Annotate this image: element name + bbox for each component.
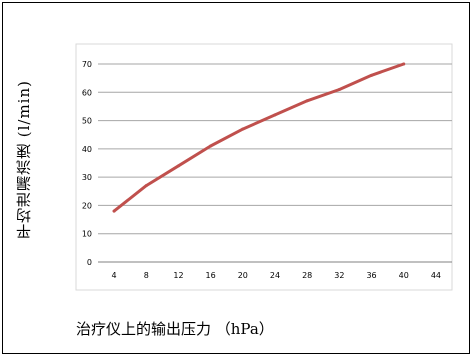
x-tick-label: 20 xyxy=(238,271,248,280)
plot-area-border xyxy=(75,43,453,291)
x-tick-label: 16 xyxy=(206,271,216,280)
x-tick-label: 24 xyxy=(270,271,280,280)
x-tick-label: 28 xyxy=(302,271,312,280)
y-tick-label: 60 xyxy=(82,88,92,97)
x-tick-label: 44 xyxy=(431,271,441,280)
x-tick-label: 4 xyxy=(112,271,117,280)
y-tick-label: 50 xyxy=(82,117,92,126)
y-tick-labels: 0 10 20 30 40 50 60 70 xyxy=(82,60,92,267)
data-point xyxy=(209,144,213,148)
data-point xyxy=(370,73,374,77)
data-point xyxy=(144,184,148,188)
y-tick-label: 0 xyxy=(87,258,92,267)
series-group xyxy=(112,62,406,213)
data-point xyxy=(305,99,309,103)
x-tick-label: 32 xyxy=(334,271,344,280)
x-tick-label: 8 xyxy=(144,271,149,280)
gridlines xyxy=(98,63,452,263)
y-tick-label: 30 xyxy=(82,173,92,182)
data-point xyxy=(337,87,341,91)
data-point xyxy=(176,164,180,168)
y-tick-label: 20 xyxy=(82,201,92,210)
data-point xyxy=(273,113,277,117)
x-tick-labels: 4 8 12 16 20 24 28 32 36 40 44 xyxy=(112,271,441,280)
y-tick-label: 40 xyxy=(82,145,92,154)
data-point xyxy=(241,127,245,131)
x-axis-label: 治疗仪上的输出压力 （hPa） xyxy=(76,320,274,338)
series-line-0 xyxy=(112,62,406,213)
x-tick-label: 40 xyxy=(399,271,409,280)
y-tick-label: 70 xyxy=(82,60,92,69)
x-tick-label: 12 xyxy=(173,271,183,280)
data-point xyxy=(112,209,116,213)
x-tick-label: 36 xyxy=(366,271,376,280)
data-point xyxy=(402,62,406,66)
y-tick-label: 10 xyxy=(82,230,92,239)
